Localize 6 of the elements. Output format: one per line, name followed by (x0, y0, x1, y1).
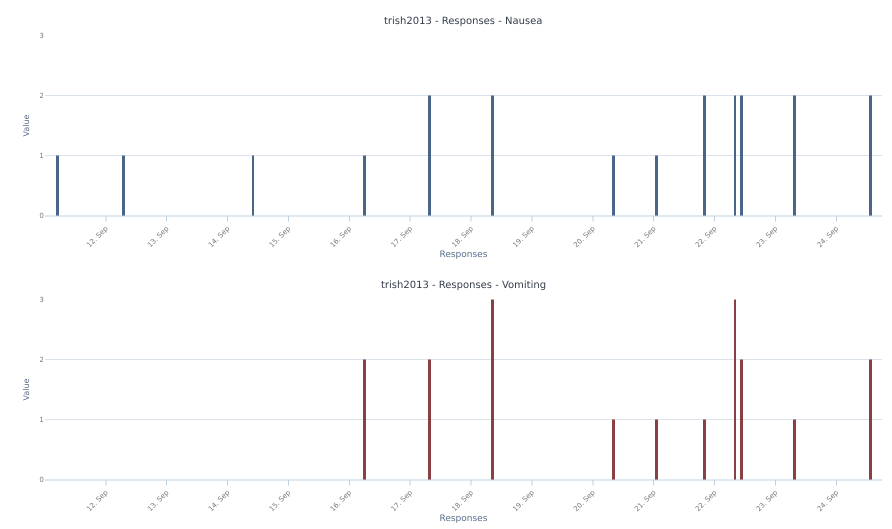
chart-title: trish2013 - Responses - Vomiting (381, 280, 546, 291)
y-axis-title: Value (22, 378, 32, 400)
x-axis-title: Responses (439, 514, 488, 524)
chart-title: trish2013 - Responses - Nausea (384, 16, 542, 27)
x-axis-title: Responses (439, 250, 488, 260)
y-axis-title: Value (22, 114, 32, 137)
